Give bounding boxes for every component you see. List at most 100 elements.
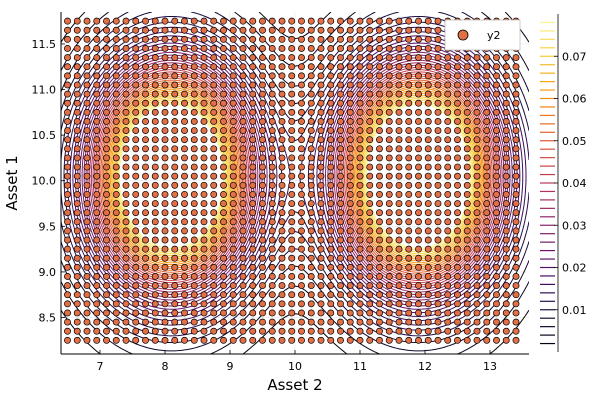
scatter-point [103,282,110,290]
scatter-point [337,172,344,180]
x-axis-ticks: 7 8 9 10 11 12 13 [97,350,497,373]
scatter-point [239,108,247,116]
scatter-point [210,35,218,43]
scatter-point [415,273,422,280]
scatter-point [249,282,257,290]
scatter-point [356,172,364,180]
scatter-point [454,117,461,125]
scatter-point [83,327,91,335]
scatter-point [161,26,169,34]
scatter-point [132,172,140,180]
scatter-point [278,254,286,262]
scatter-point [220,218,227,226]
scatter-point [317,336,325,344]
scatter-point [122,17,130,25]
scatter-point [210,172,218,180]
scatter-point [73,263,81,271]
scatter-point [356,63,364,71]
scatter-point [493,181,500,189]
scatter-point [181,17,188,25]
scatter-point [463,227,471,235]
scatter-point [259,117,266,125]
scatter-point [200,209,208,217]
scatter-point [103,227,110,235]
scatter-point [190,99,198,107]
scatter-point [346,273,354,280]
scatter-point [103,108,110,116]
scatter-point [200,35,208,43]
scatter-point [200,108,208,116]
scatter-point [249,254,257,262]
scatter-point [288,227,296,235]
colorbar-tick-label: 0.07 [562,50,587,63]
scatter-point [73,163,81,171]
scatter-point [385,190,393,198]
scatter-point [229,45,237,52]
scatter-point [259,245,266,253]
scatter-point [327,26,335,34]
scatter-point [64,218,71,226]
scatter-point [93,63,101,71]
scatter-point [171,163,179,171]
scatter-point [473,218,481,226]
scatter-point [103,99,110,107]
scatter-point [317,190,325,198]
scatter-point [200,245,208,253]
scatter-point [142,273,149,280]
scatter-point [181,291,188,299]
scatter-point [483,72,491,80]
scatter-point [317,45,325,52]
scatter-point [64,181,71,189]
scatter-point [434,35,442,43]
scatter-point [73,282,81,290]
scatter-point [327,209,335,217]
scatter-point [483,227,491,235]
scatter-point [83,209,91,217]
scatter-point [73,172,81,180]
scatter-point [210,54,218,62]
scatter-point [268,254,276,262]
scatter-point [483,99,491,107]
scatter-point [317,172,325,180]
scatter-point [93,282,101,290]
scatter-point [463,181,471,189]
scatter-point [493,282,500,290]
scatter-point [385,63,393,71]
scatter-point [395,273,403,280]
scatter-point [210,273,218,280]
scatter-point [239,145,247,153]
scatter-point [493,273,500,280]
scatter-point [132,282,140,290]
scatter-point [512,190,520,198]
scatter-point [356,327,364,335]
scatter-point [415,291,422,299]
scatter-point [151,245,159,253]
scatter-point [376,245,383,253]
scatter-point [200,254,208,262]
scatter-point [181,327,188,335]
scatter-point [424,172,432,180]
scatter-point [405,154,413,162]
scatter-point [346,154,354,162]
scatter-point [483,136,491,144]
scatter-point [376,72,383,80]
scatter-point [356,291,364,299]
scatter-point [385,145,393,153]
scatter-point [376,227,383,235]
scatter-point [317,17,325,25]
scatter-point [444,227,452,235]
scatter-point [317,263,325,271]
scatter-point [151,218,159,226]
scatter-point [132,318,140,326]
scatter-point [259,63,266,71]
scatter-point [93,136,101,144]
scatter-point [317,90,325,98]
scatter-point [493,145,500,153]
scatter-point [93,127,101,135]
scatter-point [473,309,481,317]
scatter-point [278,181,286,189]
scatter-point [376,127,383,135]
scatter-point [366,200,374,207]
scatter-point [317,72,325,80]
